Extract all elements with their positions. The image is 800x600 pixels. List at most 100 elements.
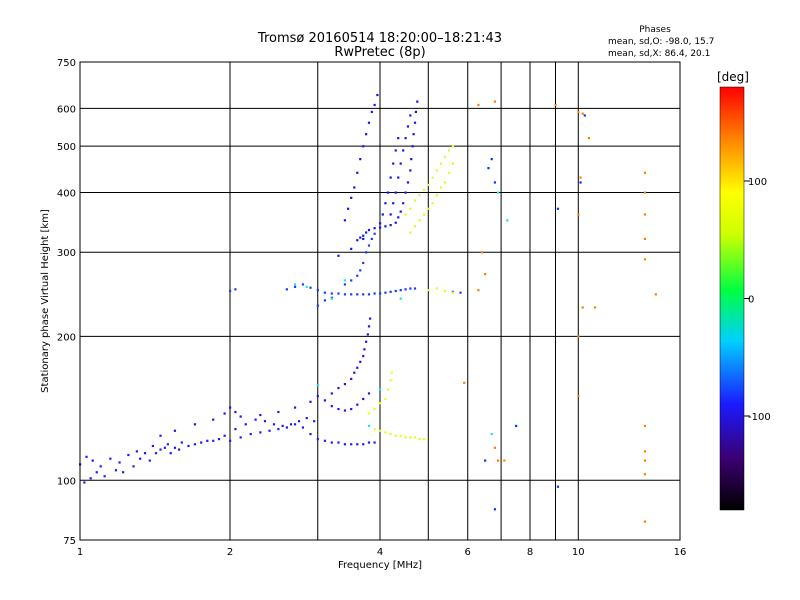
data-point (363, 348, 366, 351)
data-point (394, 191, 397, 194)
data-point (399, 289, 402, 292)
data-point (394, 221, 397, 224)
data-point (91, 459, 94, 462)
data-point (493, 446, 497, 449)
data-point (305, 416, 308, 420)
data-point (643, 450, 647, 453)
data-point (427, 183, 430, 187)
data-point (365, 231, 368, 234)
data-point (135, 450, 138, 453)
data-point (337, 407, 340, 411)
x-tick-label: 1 (77, 547, 83, 558)
data-point (643, 258, 647, 261)
data-point (217, 437, 221, 441)
data-point (384, 291, 387, 294)
y-tick-label: 750 (57, 58, 76, 69)
colorbar-tick-label: -100 (748, 412, 771, 423)
data-point (643, 520, 647, 523)
data-point (362, 145, 365, 148)
data-point (389, 224, 392, 227)
data-point (515, 424, 518, 428)
data-point (234, 428, 237, 431)
data-point (643, 213, 647, 216)
data-point (386, 191, 390, 194)
x-axis-ticks: 1 2 4 6 8 10 16 (77, 547, 687, 558)
data-point (365, 251, 368, 254)
data-point (212, 439, 215, 442)
data-point (323, 399, 327, 402)
data-point (554, 103, 557, 107)
data-point (367, 424, 371, 428)
phases-o-mode: mean, sd,O: -98.0, 15.7 (608, 37, 714, 47)
data-point (163, 446, 167, 449)
data-point (159, 448, 162, 451)
data-point (490, 158, 493, 161)
data-point (643, 459, 647, 462)
data-point (132, 465, 135, 468)
data-point (350, 279, 353, 282)
data-point (427, 207, 430, 210)
data-point (272, 423, 276, 426)
data-point (259, 431, 262, 434)
data-point (297, 420, 301, 423)
data-point (404, 288, 407, 291)
data-point (244, 423, 247, 426)
data-point (249, 432, 252, 436)
data-point (503, 459, 506, 462)
data-point (362, 397, 365, 401)
data-point (114, 469, 118, 472)
data-point (373, 227, 376, 230)
data-point (643, 473, 647, 476)
data-point (305, 285, 308, 288)
data-point (323, 299, 327, 302)
data-point (173, 446, 177, 449)
data-point (418, 219, 421, 222)
data-point (581, 306, 584, 309)
data-point (439, 186, 443, 189)
chart-title: Tromsø 20160514 18:20:00–18:21:43 (257, 31, 502, 46)
series-cyan-mid-phase-points (293, 191, 509, 436)
x-tick-label: 16 (674, 547, 687, 558)
data-point (493, 181, 497, 184)
data-point (229, 406, 232, 409)
data-point (289, 423, 293, 426)
y-tick-label: 600 (57, 104, 76, 115)
data-point (418, 437, 421, 441)
data-point (392, 202, 395, 205)
data-point (496, 191, 500, 194)
data-point (309, 400, 312, 403)
data-point (643, 171, 647, 174)
data-point (223, 434, 226, 437)
data-point (402, 202, 405, 205)
data-point (367, 293, 371, 296)
data-point (367, 392, 371, 395)
data-point (373, 292, 376, 295)
data-point (373, 441, 376, 444)
y-tick-label: 200 (57, 332, 76, 343)
data-point (362, 443, 365, 446)
data-point (413, 436, 417, 439)
data-point (367, 244, 371, 247)
data-point (330, 441, 333, 444)
data-point (397, 216, 400, 219)
data-point (484, 459, 487, 462)
data-point (459, 291, 462, 294)
data-point (309, 432, 312, 436)
data-point (412, 133, 415, 136)
data-point (373, 407, 376, 411)
data-point (223, 412, 226, 415)
data-point (379, 402, 382, 405)
data-point (350, 407, 353, 411)
data-point (399, 162, 402, 165)
data-point (431, 202, 434, 205)
data-point (443, 181, 447, 184)
data-point (399, 434, 402, 437)
data-point (422, 437, 426, 441)
data-point (399, 210, 402, 213)
data-point (337, 386, 340, 390)
data-point (409, 231, 412, 234)
data-point (337, 441, 340, 444)
data-point (577, 110, 580, 114)
data-point (496, 459, 500, 462)
data-point (643, 424, 647, 428)
